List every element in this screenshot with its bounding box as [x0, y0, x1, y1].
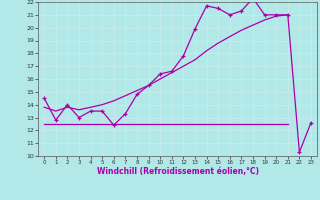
X-axis label: Windchill (Refroidissement éolien,°C): Windchill (Refroidissement éolien,°C)	[97, 167, 259, 176]
